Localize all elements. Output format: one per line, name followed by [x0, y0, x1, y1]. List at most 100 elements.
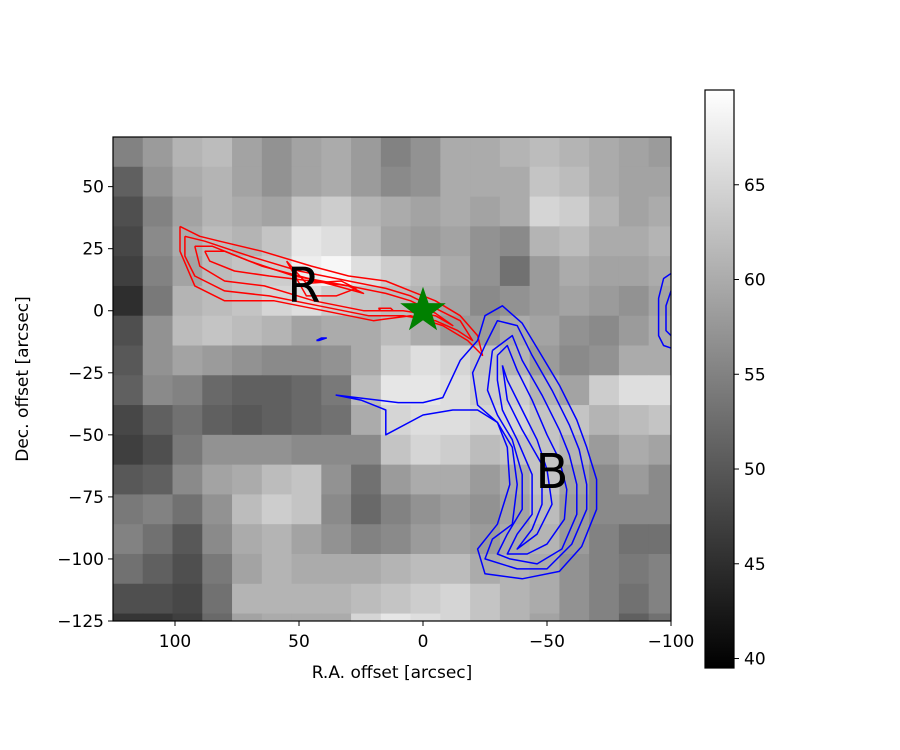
heatmap-cell [470, 613, 501, 621]
heatmap-cell [172, 583, 203, 615]
heatmap-cell [618, 494, 650, 525]
heatmap-cell [291, 166, 322, 198]
heatmap-cell [410, 196, 441, 227]
heatmap-cell [291, 583, 322, 615]
heatmap-cell [648, 375, 671, 406]
heatmap-cell [291, 226, 322, 257]
heatmap-cell [499, 613, 531, 621]
y-tick-label: 0 [93, 302, 104, 322]
heatmap-cell [529, 583, 560, 615]
heatmap-cell [470, 494, 501, 525]
heatmap-cell [470, 166, 501, 198]
heatmap-cell [618, 226, 650, 257]
heatmap-cell [648, 137, 671, 168]
heatmap-cell [291, 345, 322, 376]
heatmap-cell [380, 583, 412, 615]
blue-contour-line [657, 272, 671, 349]
heatmap-cell [589, 196, 620, 227]
heatmap-cell [440, 256, 471, 287]
heatmap-cell [440, 553, 471, 585]
heatmap-cell [559, 285, 590, 317]
heatmap-cell [618, 405, 650, 436]
heatmap-cell [142, 256, 174, 287]
heatmap-cell [232, 643, 262, 673]
heatmap-cell [351, 166, 382, 198]
heatmap-cell [380, 315, 412, 346]
heatmap-cell [380, 345, 412, 376]
heatmap-cell [142, 226, 174, 257]
heatmap-cell [113, 524, 144, 555]
heatmap-cell [410, 405, 441, 436]
heatmap-cell [648, 434, 671, 466]
heatmap-cell [618, 375, 650, 406]
heatmap-cell [410, 494, 441, 525]
heatmap-cell [618, 345, 650, 376]
heatmap-cell [380, 464, 412, 495]
blue-contour-line [496, 344, 568, 555]
heatmap-cell [559, 345, 590, 376]
heatmap-cell [410, 345, 441, 376]
heatmap-cell [440, 137, 471, 168]
heatmap-cell [113, 643, 143, 673]
y-axis-label: Dec. offset [arcsec] [13, 296, 33, 462]
heatmap-cell [618, 137, 650, 168]
heatmap-cell [113, 405, 144, 436]
heatmap-cell [648, 553, 671, 585]
heatmap-cell [321, 166, 352, 198]
heatmap-cell [172, 315, 203, 346]
heatmap-cell [380, 226, 412, 257]
heatmap-cell [440, 166, 471, 198]
y-tick-label: 25 [82, 240, 104, 260]
heatmap-cell [172, 226, 203, 257]
heatmap-cell [470, 226, 501, 257]
heatmap-cell [470, 583, 501, 615]
heatmap-cell [113, 553, 144, 585]
heatmap-cell [321, 524, 352, 555]
heatmap-cell [410, 166, 441, 198]
heatmap-cell [470, 434, 501, 466]
heatmap-cell [529, 256, 560, 287]
heatmap-cell [440, 434, 471, 466]
heatmap-cell [202, 613, 233, 621]
heatmap-cell [440, 613, 471, 621]
heatmap-cell [589, 434, 620, 466]
heatmap-cell [618, 196, 650, 227]
heatmap-cell [559, 315, 590, 346]
heatmap-cell [113, 315, 144, 346]
heatmap-cell [321, 434, 352, 466]
heatmap-cell [351, 345, 382, 376]
heatmap-cell [618, 583, 650, 615]
blue-contour-line [665, 290, 671, 337]
heatmap-cell [202, 375, 233, 406]
heatmap-cell [172, 285, 203, 317]
heatmap-cell [648, 583, 671, 615]
heatmap-cell [648, 494, 671, 525]
heatmap-cell [529, 464, 560, 495]
heatmap-cell [172, 137, 203, 168]
heatmap-cell [321, 583, 352, 615]
heatmap-cell [589, 613, 620, 621]
heatmap-cell [113, 434, 144, 466]
heatmap-cell [172, 166, 203, 198]
heatmap-cell [232, 434, 263, 466]
heatmap-cell [172, 405, 203, 436]
heatmap-cell [618, 464, 650, 495]
heatmap-cell [499, 285, 531, 317]
y-tick-label: −100 [57, 550, 104, 570]
heatmap-cell [261, 583, 293, 615]
heatmap-cell [261, 494, 293, 525]
heatmap-cell [648, 256, 671, 287]
heatmap-cell [202, 553, 233, 585]
heatmap-cell [172, 613, 203, 621]
heatmap-cell [529, 196, 560, 227]
heatmap-cell [618, 553, 650, 585]
heatmap-cell [142, 196, 174, 227]
heatmap-cell [321, 315, 352, 346]
heatmap-cell [410, 524, 441, 555]
heatmap-cell [470, 345, 501, 376]
heatmap-cell [499, 196, 531, 227]
heatmap-cell [648, 315, 671, 346]
heatmap-cell [232, 315, 263, 346]
heatmap-cell [202, 524, 233, 555]
heatmap-cell [410, 464, 441, 495]
